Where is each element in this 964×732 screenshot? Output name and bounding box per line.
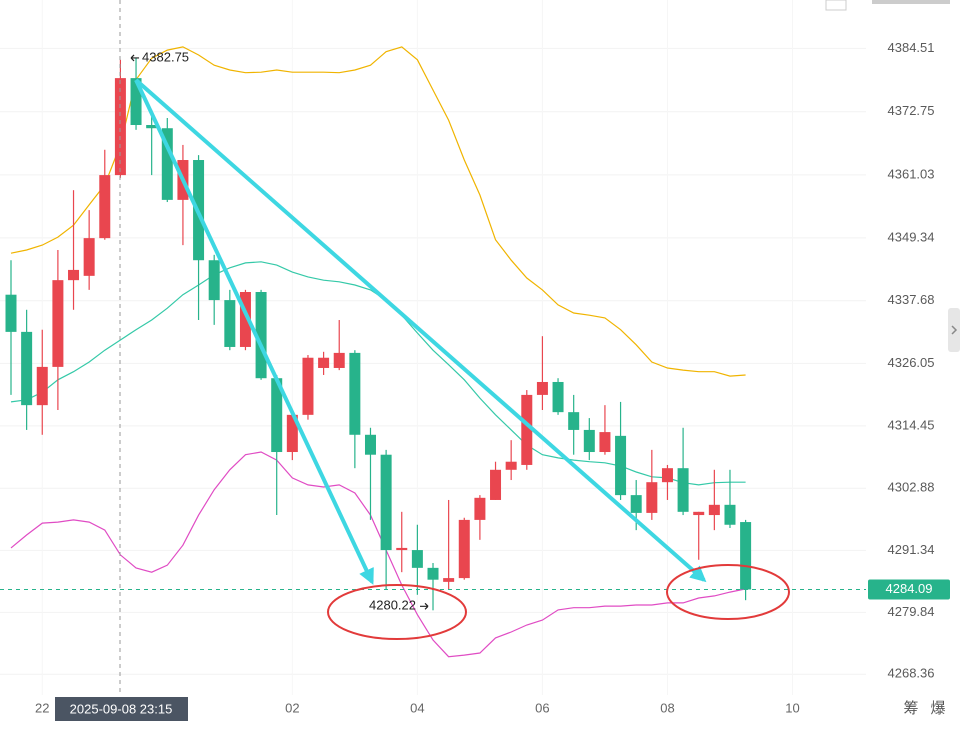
candle-body: [708, 504, 720, 516]
candle-body: [521, 394, 533, 465]
x-tick-label: 22: [35, 700, 49, 715]
x-tick-label: 02: [285, 700, 299, 715]
y-tick-label: 4268.36: [888, 666, 935, 681]
candle-body: [224, 300, 236, 347]
x-tick-label: 04: [410, 700, 424, 715]
y-tick-label: 4361.03: [888, 166, 935, 181]
y-tick-label: 4349.34: [888, 229, 935, 244]
candle-body: [677, 468, 689, 512]
candle-body: [380, 454, 392, 551]
plot-area: [0, 46, 866, 658]
candle-body: [646, 482, 658, 513]
side-tab-icon: [951, 325, 958, 335]
side-tab[interactable]: [948, 308, 960, 352]
y-tick-label: 4279.84: [888, 604, 935, 619]
candle-body: [36, 366, 48, 406]
band-line: [10, 451, 746, 658]
y-tick-label: 4384.51: [888, 40, 935, 55]
candle-body: [255, 292, 267, 379]
candle-body: [474, 497, 486, 520]
candle-body: [536, 381, 548, 395]
highlight-circle: [666, 564, 790, 620]
max-arrow: [130, 54, 140, 62]
last-price-box: [868, 579, 950, 600]
candle-body: [318, 357, 330, 368]
corner-button: [825, 0, 847, 11]
y-tick-label: 4326.05: [888, 355, 935, 370]
toolbar-button[interactable]: 筹: [903, 700, 918, 717]
candle-body: [661, 468, 673, 483]
candle-body: [114, 78, 126, 176]
candle-body: [52, 280, 64, 367]
crosshair-label: 2025-09-08 23:15: [70, 701, 173, 716]
candle-body: [99, 175, 111, 239]
candle-body: [5, 294, 17, 332]
trend-arrow: [134, 79, 374, 585]
candle-body: [239, 292, 251, 347]
crosshair-label-box: [55, 697, 188, 721]
candle-body: [302, 357, 314, 415]
candle-body: [615, 435, 627, 496]
candle-body: [458, 519, 470, 579]
y-tick-label: 4314.45: [888, 417, 935, 432]
y-tick-label: 4337.68: [888, 292, 935, 307]
candle-body: [630, 495, 642, 513]
min-label: 4280.22: [369, 598, 416, 613]
candle-body: [333, 352, 345, 368]
candle-body: [552, 381, 564, 413]
candle-body: [146, 124, 158, 129]
candle-body: [349, 352, 361, 435]
candle-body: [286, 414, 298, 453]
candle-body: [364, 434, 376, 455]
candle-body: [161, 128, 173, 200]
x-tick-label: 08: [660, 700, 674, 715]
candle-body: [490, 469, 502, 500]
trend-arrow: [134, 78, 707, 583]
candle-body: [568, 412, 580, 430]
candle-body: [396, 547, 408, 551]
candle-body: [130, 78, 142, 125]
candle-body: [411, 550, 423, 568]
last-price-label: 4284.09: [886, 581, 933, 596]
candle-body: [427, 567, 439, 580]
axes: 4384.51 4372.75 4361.03 4349.34 4337.68 4326.…: [35, 40, 950, 715]
y-tick-label: 4302.88: [888, 480, 935, 495]
candle-body: [443, 578, 455, 582]
candle-body: [740, 522, 752, 590]
corner-bar: [872, 0, 950, 4]
candle-body: [271, 378, 283, 453]
candle-body: [693, 511, 705, 516]
y-tick-label: 4291.34: [888, 542, 935, 557]
max-label: 4382.75: [142, 49, 189, 64]
candle-body: [83, 238, 95, 276]
candle-body: [599, 432, 611, 453]
toolbar-button[interactable]: 爆: [930, 700, 945, 717]
candle-body: [21, 331, 33, 406]
candle-body: [505, 461, 517, 470]
candle-body: [583, 429, 595, 453]
price-axis: [866, 0, 964, 732]
y-tick-label: 4372.75: [888, 103, 935, 118]
candle-body: [724, 504, 736, 525]
candle-body: [68, 269, 80, 281]
x-tick-label: 10: [785, 700, 799, 715]
min-arrow: [420, 602, 429, 610]
x-tick-label: 06: [535, 700, 549, 715]
candle-body: [208, 260, 220, 301]
highlight-circle: [327, 584, 467, 640]
